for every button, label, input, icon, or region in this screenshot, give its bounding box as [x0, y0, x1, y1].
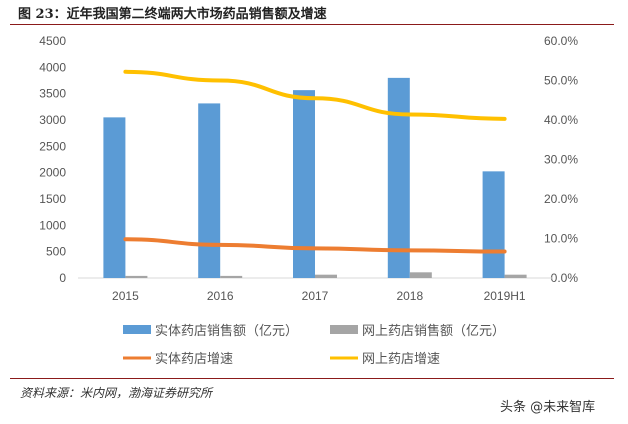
title-rule — [10, 24, 614, 25]
left-tick-label: 0 — [59, 271, 66, 285]
bar-physical — [482, 171, 505, 278]
bar-online — [504, 274, 527, 278]
bar-physical — [103, 117, 126, 278]
right-tick-label: 10.0% — [544, 232, 578, 246]
x-tick-label: 2016 — [207, 289, 234, 303]
legend-label: 实体药店销售额（亿元） — [155, 323, 298, 338]
source-rule — [10, 378, 614, 379]
bar-physical — [387, 77, 410, 278]
line-physical-growth — [123, 237, 507, 254]
left-tick-label: 1000 — [39, 218, 66, 232]
left-tick-label: 2500 — [39, 139, 66, 153]
bar-physical — [198, 103, 221, 278]
legend-label: 网上药店增速 — [362, 351, 440, 366]
figure-title: 图 23：近年我国第二终端两大市场药品销售额及增速 — [18, 7, 327, 22]
right-tick-label: 0.0% — [551, 271, 579, 285]
legend-label: 实体药店增速 — [155, 351, 233, 366]
line-online-growth — [123, 69, 507, 121]
legend-swatch — [123, 325, 151, 334]
bar-online — [220, 275, 243, 278]
right-tick-label: 20.0% — [544, 192, 578, 206]
right-tick-label: 60.0% — [544, 34, 578, 48]
bar-online — [409, 272, 432, 278]
legend-label: 网上药店销售额（亿元） — [362, 323, 505, 338]
source-note: 资料来源：米内网，渤海证券研究所 — [20, 386, 213, 400]
bar-online — [125, 275, 148, 278]
bar-physical — [293, 90, 315, 278]
right-tick-label: 30.0% — [544, 153, 578, 167]
left-tick-label: 3000 — [39, 113, 66, 127]
x-tick-label: 2018 — [396, 289, 423, 303]
left-tick-label: 2000 — [39, 166, 66, 180]
left-tick-label: 1500 — [39, 192, 66, 206]
legend-swatch — [330, 325, 358, 334]
bar-online — [315, 274, 337, 278]
x-tick-label: 2015 — [112, 289, 139, 303]
right-tick-label: 40.0% — [544, 113, 578, 127]
left-tick-label: 4000 — [39, 60, 66, 74]
left-tick-label: 500 — [46, 245, 66, 259]
chart: 0 500 1000 1500 2000 2500 3000 3500 4000 4500 0.0%… — [39, 34, 579, 366]
left-tick-label: 3500 — [39, 87, 66, 101]
x-tick-label: 2017 — [302, 289, 329, 303]
x-tick-label: 2019H1 — [484, 289, 526, 303]
right-tick-label: 50.0% — [544, 74, 578, 88]
watermark: 头条 @未来智库 — [500, 400, 596, 415]
left-tick-label: 4500 — [39, 34, 66, 48]
